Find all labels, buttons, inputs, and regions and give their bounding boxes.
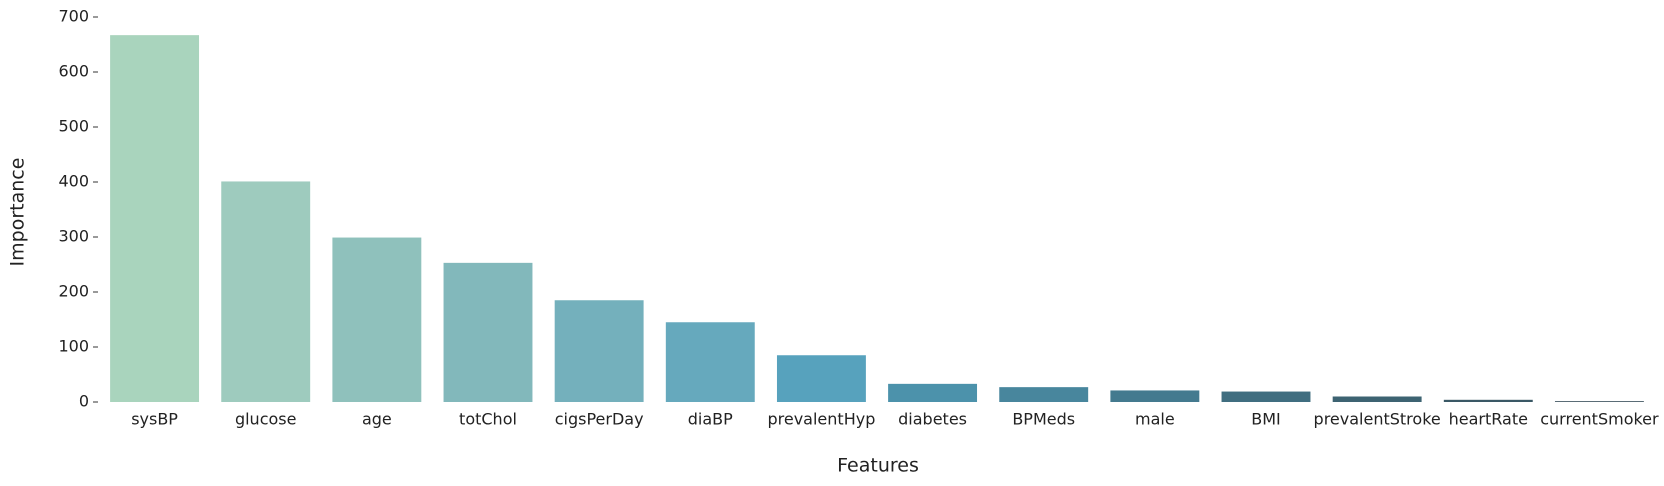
y-tick-label: 600 [58, 62, 89, 81]
bar [665, 322, 755, 402]
x-tick-label: diabetes [898, 410, 967, 429]
x-tick-label: totChol [459, 410, 517, 429]
bar [1110, 390, 1200, 402]
y-axis-label: Importance [7, 158, 29, 267]
bar [1221, 391, 1311, 402]
x-tick-label: heartRate [1449, 410, 1528, 429]
bar [1443, 399, 1533, 402]
x-tick-label: BMI [1251, 410, 1281, 429]
x-tick-label: currentSmoker [1540, 410, 1659, 429]
y-tick-label: 700 [58, 7, 89, 26]
y-tick-label: 0 [79, 392, 89, 411]
x-tick-label: sysBP [131, 410, 178, 429]
x-axis-label: Features [837, 455, 919, 477]
x-tick-label: prevalentStroke [1314, 410, 1441, 429]
bar [332, 237, 422, 402]
x-tick-label: prevalentHyp [767, 410, 875, 429]
y-tick-label: 400 [58, 172, 89, 191]
bar [1332, 396, 1422, 402]
bar [776, 355, 866, 402]
bar [999, 387, 1089, 402]
x-tick-label: glucose [235, 410, 297, 429]
bar [1554, 401, 1644, 402]
x-tick-label: BPMeds [1012, 410, 1075, 429]
bar [554, 300, 644, 402]
bar [888, 383, 978, 402]
x-tick-label: cigsPerDay [555, 410, 644, 429]
x-tick-label: age [362, 410, 392, 429]
x-tick-label: diaBP [688, 410, 733, 429]
y-tick-label: 300 [58, 227, 89, 246]
bar [221, 181, 311, 402]
bar [443, 262, 533, 402]
y-tick-label: 500 [58, 117, 89, 136]
x-tick-label: male [1135, 410, 1175, 429]
y-tick-label: 200 [58, 282, 89, 301]
bar [110, 35, 200, 403]
y-tick-label: 100 [58, 337, 89, 356]
